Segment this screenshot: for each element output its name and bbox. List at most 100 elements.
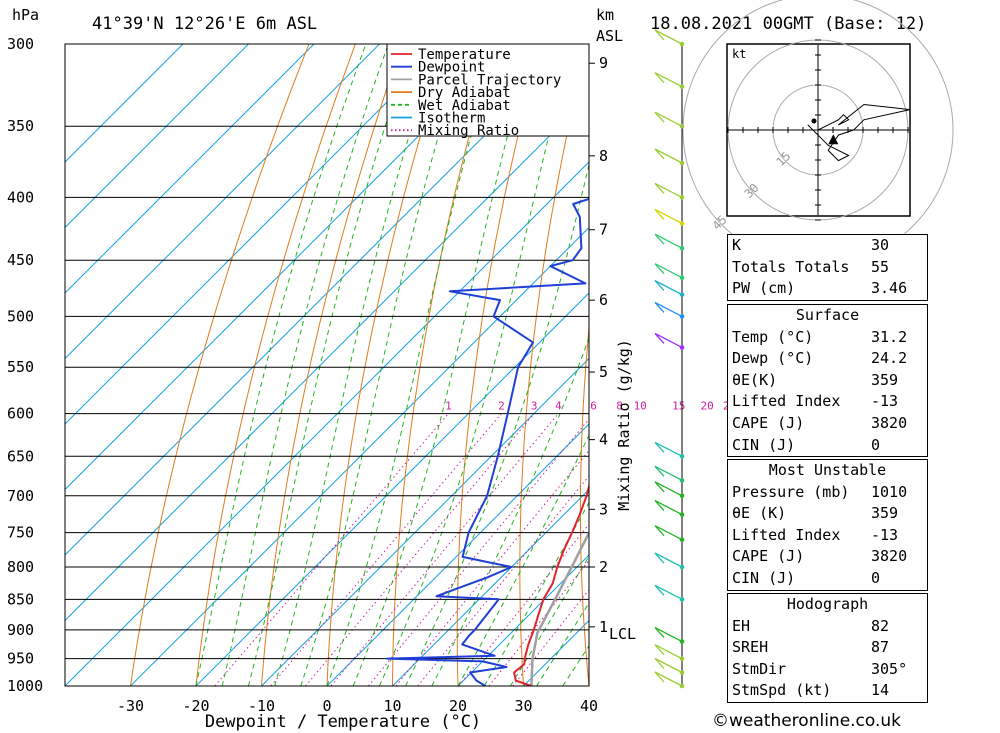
temperature-tick-label: 30 (514, 697, 532, 715)
legend-label: Parcel Trajectory (418, 72, 561, 88)
wet-adiabat-line (274, 44, 439, 686)
wind-barb-flag (654, 584, 665, 596)
pressure-tick-label: 900 (7, 621, 34, 639)
wind-barb-flag (654, 29, 665, 41)
wind-barb-dot (679, 639, 685, 644)
surface-row-label: θE(K) (732, 370, 778, 389)
isotherm-line (65, 44, 511, 491)
wind-barb (654, 263, 683, 279)
height-tick-label: 7 (599, 221, 608, 239)
pressure-tick-label: 450 (7, 251, 34, 269)
wind-barb-dot (679, 275, 685, 280)
surface-row: θE(K) 359 (728, 370, 927, 392)
dry-adiabat-line (957, 44, 1000, 686)
wind-barb-flag (654, 182, 665, 194)
wet-adiabat-line (457, 434, 589, 686)
wind-barb-flag (654, 644, 665, 656)
hodograph-stats-row-label: EH (732, 616, 751, 635)
hodograph-stats-title: Hodograph (786, 595, 869, 613)
credit-label: ©weatheronline.co.uk (712, 711, 902, 731)
wind-barb-dot (679, 221, 685, 226)
indices-table: K 30 Totals Totals 55 PW (cm) 3.46 (727, 234, 928, 301)
pressure-tick-label: 400 (7, 188, 34, 206)
height-tick-label: 2 (599, 558, 608, 576)
isotherm-line (65, 44, 380, 360)
wind-barb (654, 72, 683, 88)
surface-row-value: 24.2 (871, 349, 908, 368)
wind-barb (654, 233, 683, 249)
mixing-ratio-tick-label: 6 (590, 400, 597, 413)
wind-barb-dot (679, 597, 685, 602)
wind-barb (654, 148, 683, 164)
height-tick-label: 3 (599, 500, 608, 518)
surface-row-value: 3820 (871, 413, 908, 432)
parcel-trajectory-line (530, 530, 589, 686)
surface-row-label: Temp (°C) (732, 327, 814, 346)
location-label: 41°39'N 12°26'E 6m ASL (92, 14, 317, 34)
wind-barb (654, 626, 683, 643)
wind-barbs-column (654, 29, 685, 689)
height-tick-label: 9 (599, 54, 608, 72)
wind-barb-dot (679, 493, 685, 499)
temperature-tick-label: 20 (449, 697, 467, 715)
isotherm-line (65, 44, 315, 294)
wet-adiabat-line (352, 44, 533, 686)
legend-label: Dewpoint (418, 60, 485, 76)
height-tick-label: 8 (599, 147, 608, 165)
most-unstable-row-value: -13 (871, 525, 899, 544)
totals-totals-label: Totals Totals (732, 257, 850, 276)
dewpoint-line (386, 44, 589, 686)
surface-row-label: Dewp (°C) (732, 349, 814, 368)
dry-adiabat-line (130, 44, 310, 686)
temperature-tick-label: -30 (117, 697, 144, 715)
wind-barb (654, 584, 683, 600)
most-unstable-row-label: CAPE (J) (732, 547, 805, 566)
legend-label: Isotherm (418, 111, 485, 127)
most-unstable-table: Most Unstable Pressure (mb) 1010 θE (K) 359… (727, 459, 928, 591)
isotherm-line (130, 226, 589, 686)
dry-adiabat-line (326, 44, 449, 686)
wind-barb-flag (654, 263, 665, 275)
isotherm-line (392, 488, 589, 686)
sounding-series (386, 44, 589, 686)
surface-row: Temp (°C) 31.2 (728, 327, 927, 349)
wind-barb (654, 280, 683, 296)
wind-barb-dot (679, 160, 685, 166)
hodograph-stats-row-label: StmDir (732, 659, 787, 678)
mixing-ratio-tick-label: 20 (700, 400, 713, 413)
hodograph-stats-row: StmSpd (kt) 14 (728, 680, 927, 702)
wind-barb-flag (654, 658, 665, 669)
hodograph-surface-dot (811, 118, 817, 124)
surface-row-label: CIN (J) (732, 435, 796, 454)
surface-row: Dewp (°C) 24.2 (728, 348, 927, 370)
wind-barb-dot (679, 670, 685, 675)
height-tick-label: 4 (599, 431, 608, 449)
k-index-label: K (732, 236, 742, 254)
wind-barb-dot (679, 512, 685, 517)
wind-barb-dot (679, 292, 685, 297)
pressure-tick-label: 600 (7, 405, 34, 423)
dry-adiabat-line (696, 44, 727, 686)
wind-barb-flag (654, 333, 665, 344)
hodograph-stats-row-value: 305° (871, 659, 908, 678)
wet-adiabat-line (405, 162, 589, 686)
wind-barb-dot (679, 245, 685, 251)
lcl-label: LCL (609, 625, 636, 643)
pw-value: 3.46 (871, 279, 908, 298)
wind-barb (654, 465, 683, 481)
wind-barb-dot (679, 564, 685, 570)
wind-barb (654, 481, 683, 497)
pressure-tick-label: 700 (7, 487, 34, 505)
pressure-unit-label: hPa (12, 6, 39, 24)
wind-barb-flag (654, 233, 665, 245)
surface-row-value: 359 (871, 370, 899, 389)
temperature-tick-label: 40 (580, 697, 598, 715)
isotherm-line (261, 357, 589, 686)
mixing-ratio-tick-label: 1 (445, 400, 452, 413)
mixing-ratio-tick-label: 15 (672, 400, 685, 413)
surface-row-value: 0 (871, 435, 881, 454)
wind-barb-flag (654, 481, 665, 493)
most-unstable-row: Lifted Index -13 (728, 525, 927, 547)
